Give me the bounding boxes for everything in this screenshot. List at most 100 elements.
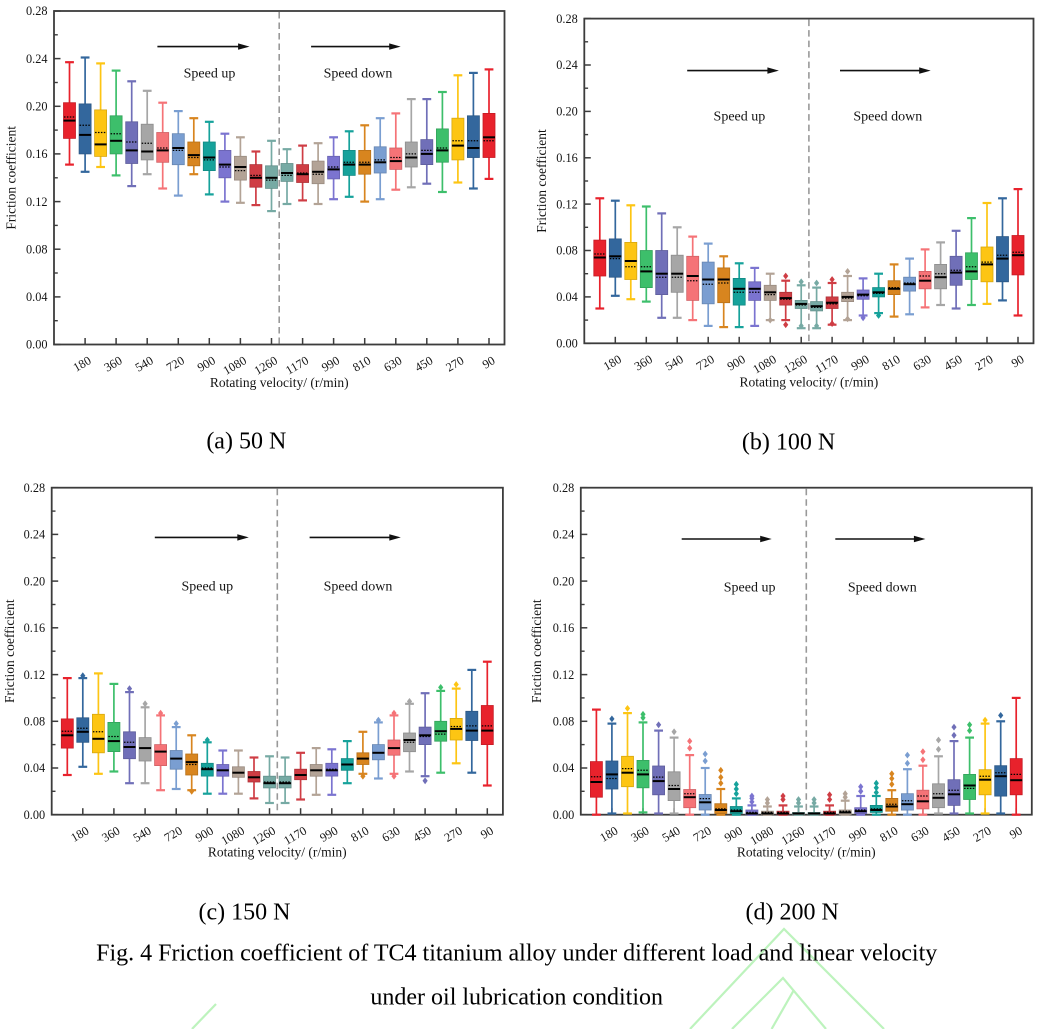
svg-text:0.12: 0.12 [553,668,575,682]
svg-text:0.04: 0.04 [26,290,48,304]
svg-text:0.24: 0.24 [24,528,46,542]
svg-text:450: 450 [412,353,435,374]
svg-text:0.20: 0.20 [553,574,575,588]
svg-text:270: 270 [973,352,996,373]
svg-text:Speed up: Speed up [184,66,236,81]
svg-text:720: 720 [164,353,187,374]
svg-text:720: 720 [691,823,714,844]
svg-text:540: 540 [133,353,156,374]
svg-text:Fig. 4 Friction coefficient of: Fig. 4 Friction coefficient of TC4 titan… [96,941,937,967]
svg-text:(b) 100 N: (b) 100 N [742,430,835,456]
svg-text:180: 180 [597,823,620,844]
svg-text:630: 630 [911,352,934,373]
svg-text:1080: 1080 [750,352,778,376]
svg-text:0.16: 0.16 [553,621,575,635]
svg-text:180: 180 [71,353,94,374]
svg-text:(d) 200 N: (d) 200 N [746,900,839,926]
svg-text:450: 450 [940,823,963,844]
svg-text:0.16: 0.16 [556,151,578,165]
svg-text:0.12: 0.12 [556,197,578,211]
svg-text:(a) 50 N: (a) 50 N [206,429,286,455]
svg-text:900: 900 [195,353,218,374]
svg-text:180: 180 [68,823,91,844]
svg-text:0.08: 0.08 [24,715,46,729]
svg-text:1170: 1170 [813,352,841,376]
svg-text:630: 630 [381,353,404,374]
svg-text:0.04: 0.04 [556,290,578,304]
svg-text:0.12: 0.12 [26,195,48,209]
svg-text:990: 990 [849,352,872,373]
svg-text:720: 720 [694,352,717,373]
svg-text:0.00: 0.00 [556,337,578,351]
svg-text:Friction coefficient: Friction coefficient [2,599,17,703]
svg-text:360: 360 [629,823,652,844]
svg-text:0.28: 0.28 [24,481,46,495]
svg-text:Speed up: Speed up [714,110,766,125]
svg-text:Speed down: Speed down [324,580,393,595]
svg-text:90: 90 [1007,823,1025,841]
svg-text:Rotating velocity/ (r/min): Rotating velocity/ (r/min) [208,845,347,860]
svg-text:Rotating velocity/ (r/min): Rotating velocity/ (r/min) [210,375,349,390]
svg-text:0.00: 0.00 [24,808,46,822]
svg-text:990: 990 [319,353,342,374]
svg-text:810: 810 [877,823,900,844]
svg-text:540: 540 [660,823,683,844]
svg-text:810: 810 [348,823,371,844]
svg-text:Speed down: Speed down [848,581,917,596]
svg-text:0.00: 0.00 [26,338,48,352]
svg-text:0.08: 0.08 [26,242,48,256]
svg-text:270: 270 [971,823,994,844]
svg-text:270: 270 [443,353,466,374]
svg-text:0.20: 0.20 [556,105,578,119]
svg-text:630: 630 [908,823,931,844]
svg-text:Speed up: Speed up [181,580,233,595]
svg-text:90: 90 [478,823,496,841]
svg-text:0.28: 0.28 [553,481,575,495]
svg-text:90: 90 [480,353,498,371]
svg-text:Friction coefficient: Friction coefficient [534,129,549,233]
svg-text:360: 360 [99,823,122,844]
svg-text:Speed down: Speed down [324,66,393,81]
svg-text:1260: 1260 [781,352,809,376]
svg-text:0.20: 0.20 [26,100,48,114]
svg-text:Speed down: Speed down [853,110,922,125]
svg-text:810: 810 [350,353,373,374]
svg-text:(c) 150 N: (c) 150 N [199,900,291,926]
svg-text:0.08: 0.08 [556,244,578,258]
svg-text:0.28: 0.28 [556,12,578,26]
svg-text:990: 990 [317,823,340,844]
svg-text:0.28: 0.28 [26,4,48,18]
svg-text:900: 900 [722,823,745,844]
svg-text:under oil lubrication conditio: under oil lubrication condition [370,985,663,1011]
svg-text:Rotating velocity/ (r/min): Rotating velocity/ (r/min) [740,374,879,389]
svg-text:180: 180 [601,352,624,373]
svg-text:0.24: 0.24 [553,528,575,542]
svg-text:0.04: 0.04 [553,761,575,775]
svg-text:90: 90 [1009,352,1027,370]
svg-text:Friction coefficient: Friction coefficient [529,599,544,703]
svg-text:990: 990 [846,823,869,844]
svg-text:540: 540 [131,823,154,844]
svg-text:Rotating velocity/ (r/min): Rotating velocity/ (r/min) [737,845,876,860]
svg-text:0.24: 0.24 [26,52,48,66]
svg-text:360: 360 [632,352,655,373]
svg-text:720: 720 [162,823,185,844]
svg-text:0.08: 0.08 [553,715,575,729]
svg-text:540: 540 [663,352,686,373]
svg-text:450: 450 [411,823,434,844]
svg-text:0.20: 0.20 [24,574,46,588]
svg-text:Friction coefficient: Friction coefficient [4,126,19,230]
svg-text:630: 630 [380,823,403,844]
svg-text:450: 450 [942,352,965,373]
svg-text:0.04: 0.04 [24,761,46,775]
svg-text:0.24: 0.24 [556,58,578,72]
svg-text:0.00: 0.00 [553,808,575,822]
svg-text:810: 810 [880,352,903,373]
svg-text:270: 270 [442,823,465,844]
svg-text:Speed up: Speed up [724,581,776,596]
svg-text:0.16: 0.16 [24,621,46,635]
svg-text:0.16: 0.16 [26,147,48,161]
svg-text:900: 900 [193,823,216,844]
svg-text:900: 900 [725,352,748,373]
svg-text:360: 360 [102,353,125,374]
